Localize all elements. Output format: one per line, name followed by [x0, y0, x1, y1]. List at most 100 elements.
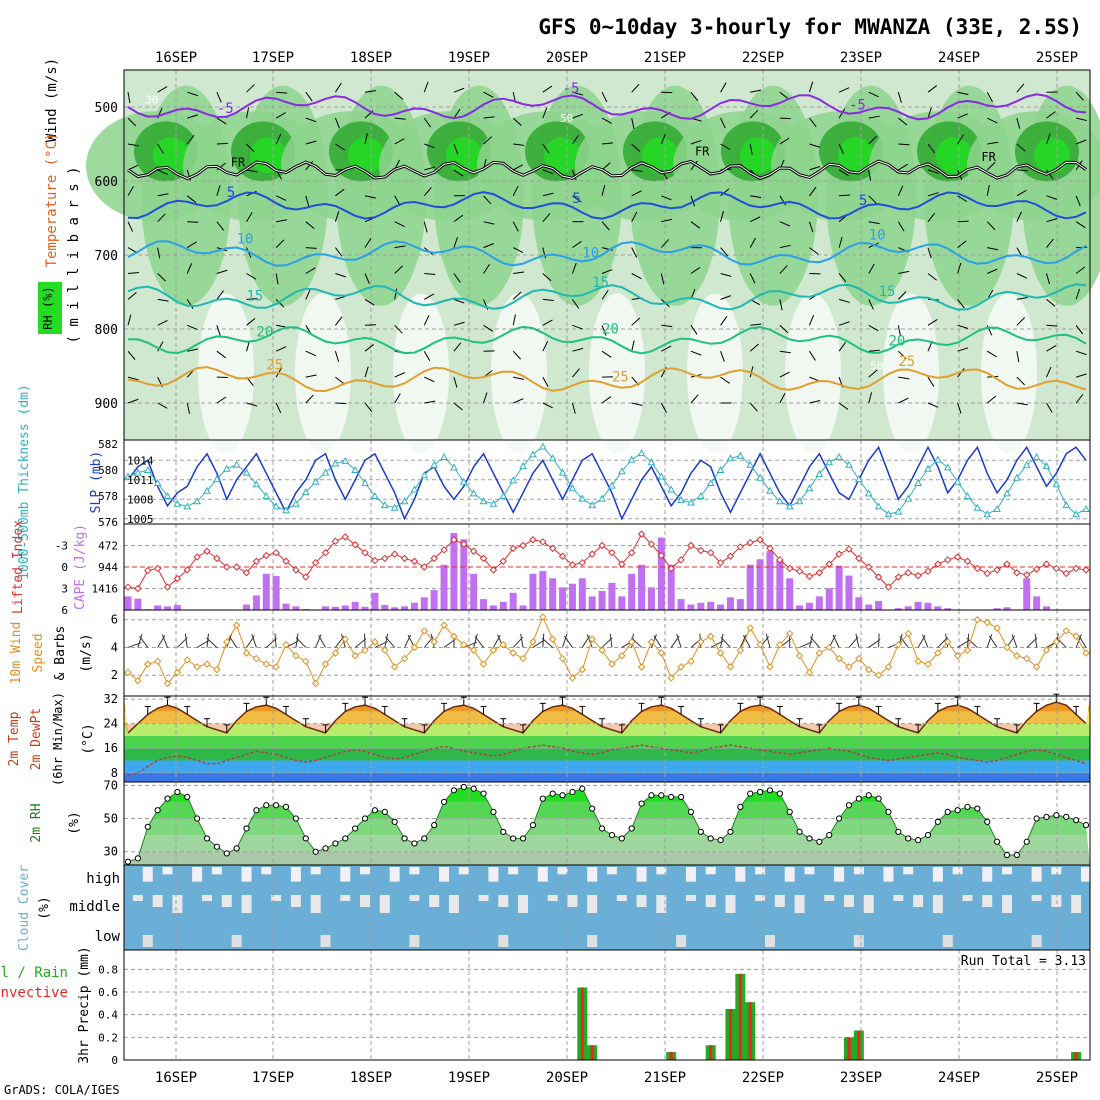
rh2m-marker	[213, 843, 220, 850]
cape-bar	[450, 533, 458, 610]
cloud-units: (%)	[37, 896, 52, 919]
cape-bar	[391, 607, 399, 610]
cloud-low-cell	[942, 935, 953, 947]
rh2m-marker	[924, 832, 932, 839]
wind-barb	[542, 319, 553, 326]
li-marker	[331, 537, 340, 545]
li-marker	[687, 541, 695, 550]
li-tick-label: 6	[61, 604, 68, 617]
wind-barb	[542, 169, 554, 175]
cape-bar	[173, 605, 181, 610]
rh2m-marker	[233, 845, 240, 852]
thickness-marker	[706, 478, 715, 486]
wind-barb	[542, 192, 554, 197]
wind10m-marker	[193, 663, 201, 671]
rh-contour-label: 30	[145, 93, 158, 106]
wind-barb	[868, 169, 872, 181]
wind10m-marker	[736, 646, 745, 654]
wind-barb	[690, 160, 698, 171]
li-marker	[410, 557, 419, 565]
wind-barb	[1016, 83, 1025, 93]
li-marker	[953, 553, 962, 561]
wind10m-marker	[766, 663, 774, 671]
isotherm-label: 10	[237, 232, 254, 248]
wind-barb	[423, 221, 428, 233]
wind10m-tick-label: 6	[111, 613, 118, 627]
wind-barb	[335, 143, 345, 151]
wind-barb	[572, 113, 583, 119]
cloud-low-cell	[1031, 935, 1042, 947]
wind-barb	[986, 91, 994, 103]
wind-barb	[927, 107, 932, 119]
wind-barb	[838, 108, 846, 119]
cloud-high-cell	[1001, 867, 1012, 875]
wind-barb	[868, 324, 879, 332]
wind-barb	[631, 83, 640, 93]
precip-conv-bar	[1074, 1052, 1078, 1060]
cloud-high-cell	[211, 867, 222, 875]
wind-barb	[868, 115, 880, 119]
isotherm-line	[127, 283, 1087, 311]
cloud-middle-cell	[893, 895, 904, 901]
thickness-marker	[726, 454, 735, 462]
cape-bar	[796, 605, 804, 610]
thickness-marker	[262, 491, 271, 499]
cloud-low-cell	[676, 935, 687, 947]
wind-barb	[660, 133, 666, 145]
thickness-marker	[795, 497, 804, 505]
li-marker	[894, 573, 903, 581]
li-marker	[499, 557, 508, 565]
wind-barb	[749, 273, 756, 284]
wind-barb	[572, 91, 584, 96]
li-marker	[647, 540, 656, 548]
cape-bar	[647, 587, 655, 610]
wind-barb	[898, 143, 910, 146]
rh2m-marker	[648, 792, 655, 799]
wind-barb	[601, 325, 607, 336]
li-marker	[578, 558, 587, 567]
rh2m-marker	[134, 855, 141, 862]
li-marker	[341, 533, 349, 541]
wind-barb	[749, 343, 759, 352]
li-marker	[558, 552, 567, 560]
wind-barb	[749, 143, 753, 155]
wind-barb	[898, 163, 909, 171]
wind-barb	[809, 247, 819, 255]
panels-layer: 16SEP 16SEP 17SEP 17SEP 18SEP 18SEP 19SEP 19SEP…	[0, 50, 1100, 1086]
cape-bar	[549, 578, 557, 610]
rh-shade-area	[250, 137, 286, 174]
wind-barb	[779, 324, 789, 334]
wind-barb	[660, 273, 665, 285]
rh2m-marker	[944, 808, 951, 815]
slp-tick-label: 1005	[127, 513, 154, 526]
cape-bar	[578, 578, 586, 610]
wind10m-marker	[331, 649, 340, 657]
cloud-middle-cell	[863, 895, 874, 913]
wind-barb	[275, 195, 287, 201]
cloud-middle-cell	[567, 895, 578, 907]
wind-barb	[720, 188, 730, 197]
wind-barb	[186, 299, 194, 309]
wind10m-barb	[251, 634, 257, 648]
wind-barb	[779, 265, 788, 274]
thickness-marker	[1022, 460, 1031, 468]
rh2m-units: (%)	[67, 811, 82, 834]
precip-axis-label: 3hr Precip (mm)	[77, 946, 92, 1063]
rh-shade-area	[740, 137, 776, 174]
rh2m-marker	[361, 815, 369, 822]
rh2m-marker	[954, 807, 961, 814]
li-marker	[124, 583, 132, 591]
wind-barb	[394, 265, 403, 274]
wind-barb	[127, 291, 137, 300]
wind-barb	[364, 366, 369, 378]
wind10m-marker	[499, 640, 508, 649]
wind-barb	[512, 221, 519, 232]
date-label-top: 17SEP	[252, 50, 294, 66]
wind-barb	[1075, 288, 1080, 300]
wind-barb	[897, 92, 902, 103]
wind10m-marker	[578, 665, 587, 674]
wind-barb	[186, 135, 195, 145]
slp-line	[127, 445, 1087, 521]
cape-bar	[924, 602, 932, 610]
thickness-marker	[647, 458, 656, 466]
